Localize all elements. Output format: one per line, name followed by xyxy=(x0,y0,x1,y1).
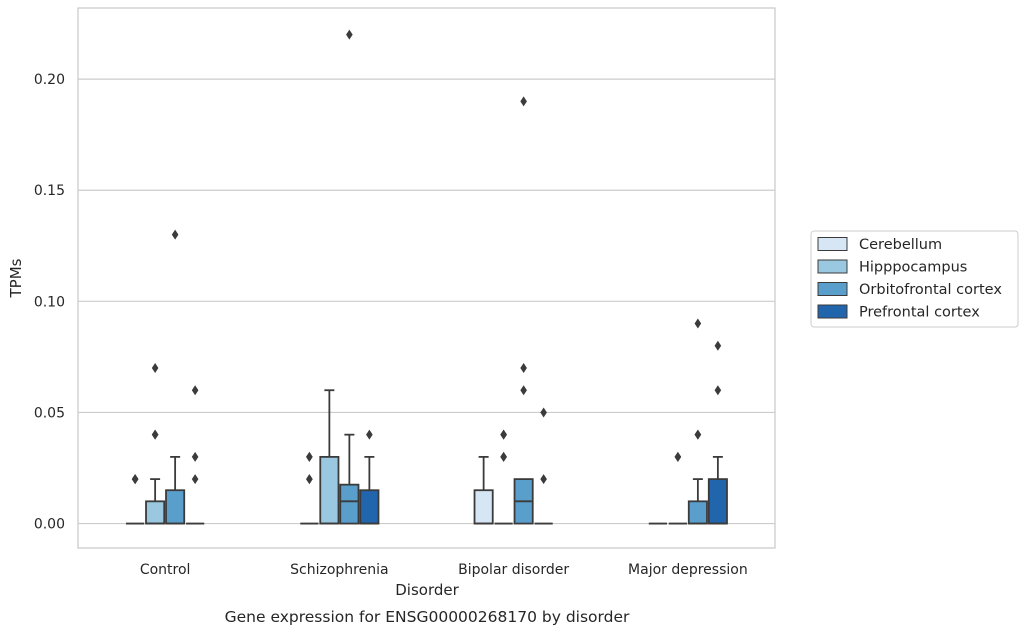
y-tick-label: 0.15 xyxy=(34,183,65,199)
box-body xyxy=(707,478,728,525)
x-axis-ticks: Control Schizophrenia Bipolar disorder Majo… xyxy=(140,562,748,578)
outlier-point xyxy=(346,29,353,40)
outlier-point xyxy=(500,429,507,440)
outlier-point xyxy=(366,429,373,440)
outlier-point xyxy=(171,229,179,240)
outlier-point xyxy=(151,363,159,373)
chart-caption: Gene expression for ENSG00000268170 by d… xyxy=(225,608,630,626)
outlier-point xyxy=(191,385,199,396)
box-body xyxy=(473,489,494,525)
y-axis-label: TPMs xyxy=(7,258,25,298)
legend-frame xyxy=(810,230,1019,328)
outlier-point xyxy=(520,385,527,396)
box-body xyxy=(165,489,186,525)
outlier-point xyxy=(151,429,159,440)
gridlines xyxy=(78,78,775,525)
x-tick-label: Schizophrenia xyxy=(290,562,388,578)
box-body xyxy=(339,483,360,525)
box-2-0 xyxy=(165,229,186,525)
outlier-point xyxy=(131,474,139,485)
legend: Cerebellum Hipppocampus Orbitofrontal cort… xyxy=(810,230,1019,328)
y-tick-label: 0.20 xyxy=(34,72,65,88)
box-body xyxy=(145,500,166,525)
box-0-1 xyxy=(300,451,319,525)
box-3-3 xyxy=(707,340,728,525)
box-2-3 xyxy=(687,318,708,525)
y-axis-ticks: 0.00 0.05 0.10 0.15 0.20 xyxy=(34,72,65,532)
x-tick-label: Bipolar disorder xyxy=(458,562,569,578)
legend-label: Cerebellum xyxy=(859,237,942,253)
outlier-point xyxy=(540,474,547,485)
box-1-1 xyxy=(319,389,340,525)
legend-swatch xyxy=(817,282,848,296)
box-2-1 xyxy=(339,29,360,525)
outlier-point xyxy=(674,451,682,462)
legend-swatch xyxy=(817,259,848,274)
box-body xyxy=(319,455,340,525)
y-tick-label: 0.10 xyxy=(34,294,65,310)
plot-frame xyxy=(77,7,776,549)
outlier-point xyxy=(520,363,527,373)
box-1-3 xyxy=(668,451,687,525)
outlier-point xyxy=(500,451,507,462)
legend-label: Prefrontal cortex xyxy=(859,305,980,321)
legend-swatch xyxy=(817,304,848,319)
outlier-point xyxy=(306,474,313,485)
outlier-point xyxy=(540,407,547,418)
outlier-point xyxy=(306,451,313,462)
x-axis-label: Disorder xyxy=(395,581,459,599)
y-tick-label: 0.05 xyxy=(34,405,65,421)
box-0-0 xyxy=(126,474,145,525)
x-tick-label: Control xyxy=(140,562,191,578)
box-1-2 xyxy=(494,429,513,525)
outlier-point xyxy=(694,429,702,440)
outlier-point xyxy=(191,451,199,462)
outlier-point xyxy=(714,385,722,396)
box-body xyxy=(687,500,708,525)
outlier-point xyxy=(694,318,702,329)
outlier-point xyxy=(714,340,722,351)
box-body xyxy=(359,489,380,525)
outlier-point xyxy=(191,474,199,485)
box-3-0 xyxy=(186,385,205,525)
box-3-2 xyxy=(534,407,553,525)
y-tick-label: 0.00 xyxy=(34,517,65,533)
plot-area xyxy=(126,29,728,525)
box-1-0 xyxy=(145,363,166,525)
outlier-point xyxy=(520,96,527,107)
box-3-1 xyxy=(359,429,380,525)
x-tick-label: Major depression xyxy=(628,562,748,578)
legend-swatch xyxy=(817,237,848,251)
box-0-2 xyxy=(473,455,494,525)
legend-label: Orbitofrontal cortex xyxy=(859,282,1002,298)
box-2-2 xyxy=(513,96,534,525)
legend-label: Hipppocampus xyxy=(859,260,967,276)
